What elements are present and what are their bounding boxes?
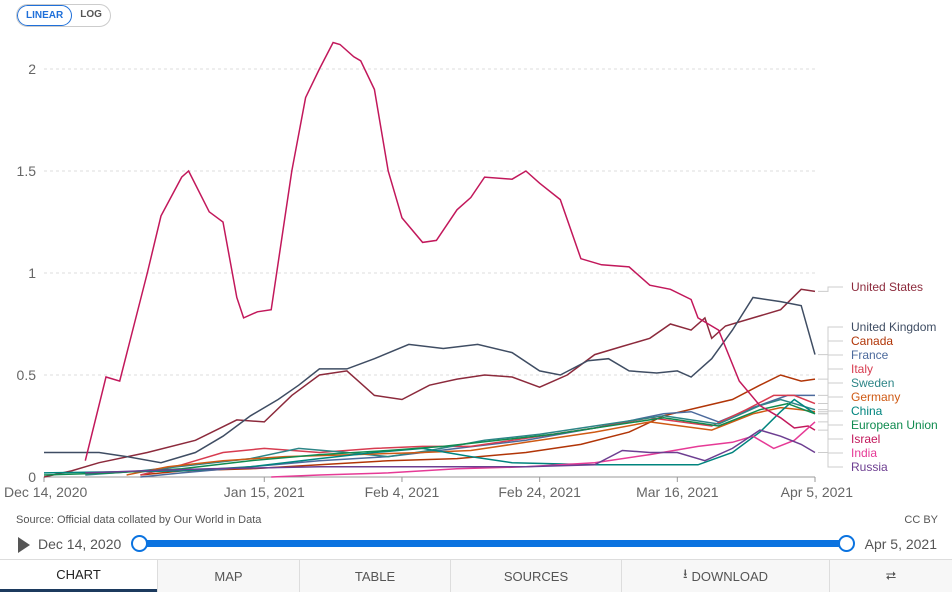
series-line-united-states bbox=[43, 288, 816, 478]
series-line-united-kingdom bbox=[44, 296, 816, 464]
series-line-china bbox=[43, 398, 816, 474]
timeline-start-label: Dec 14, 2020 bbox=[38, 536, 122, 552]
license-link[interactable]: CC BY bbox=[904, 514, 938, 526]
y-tick-label: 1.5 bbox=[17, 163, 37, 179]
timeline-end-label: Apr 5, 2021 bbox=[864, 536, 937, 552]
tab-table[interactable]: TABLE bbox=[299, 560, 450, 592]
line-chart: 0 0.5 1 1.5 2 Dec 14, 2020 Jan 15, 2021 Feb 4, … bbox=[4, 41, 938, 500]
legend-connector bbox=[818, 452, 843, 468]
play-icon[interactable] bbox=[18, 537, 30, 553]
timeline: Dec 14, 2020 Apr 5, 2021 bbox=[16, 534, 941, 554]
scale-toggle: LINEAR LOG bbox=[16, 4, 111, 27]
legend-label: European Union bbox=[851, 418, 938, 432]
share-icon: ⮂ bbox=[885, 568, 897, 583]
x-tick-label: Dec 14, 2020 bbox=[4, 484, 87, 500]
series-line-israel bbox=[84, 41, 816, 461]
legend-connector bbox=[818, 286, 843, 292]
timeline-start-handle[interactable] bbox=[131, 535, 148, 552]
series-line-european-union bbox=[43, 402, 816, 476]
tab-chart[interactable]: CHART bbox=[0, 560, 157, 592]
series-line-india bbox=[271, 421, 816, 478]
share-button[interactable]: ⮂ bbox=[829, 560, 952, 592]
legend-connector bbox=[818, 382, 843, 411]
x-tick-label: Jan 15, 2021 bbox=[224, 484, 305, 500]
x-tick-label: Feb 24, 2021 bbox=[498, 484, 581, 500]
legend-connector bbox=[818, 368, 843, 405]
legend-label: Sweden bbox=[851, 376, 894, 390]
tab-bar: CHART MAP TABLE SOURCES ⭳ DOWNLOAD ⮂ bbox=[0, 559, 952, 592]
x-tick-label: Mar 16, 2021 bbox=[636, 484, 719, 500]
tab-map[interactable]: MAP bbox=[157, 560, 299, 592]
legend-label: India bbox=[851, 446, 877, 460]
download-label: DOWNLOAD bbox=[691, 568, 769, 584]
legend-label: France bbox=[851, 348, 889, 362]
legend-label: Israel bbox=[851, 432, 880, 446]
timeline-end-handle[interactable] bbox=[838, 535, 855, 552]
legend-label: Germany bbox=[851, 390, 900, 404]
legend-connector bbox=[818, 429, 843, 440]
legend-connector bbox=[818, 354, 843, 396]
timeline-track[interactable] bbox=[140, 540, 846, 547]
y-tick-label: 0.5 bbox=[17, 367, 37, 383]
x-tick-label: Feb 4, 2021 bbox=[365, 484, 440, 500]
tab-download[interactable]: ⭳ DOWNLOAD bbox=[621, 560, 829, 592]
legend-connector bbox=[818, 396, 843, 413]
legend-label: Italy bbox=[851, 362, 873, 376]
legend-label: United Kingdom bbox=[851, 320, 936, 334]
series-line-france bbox=[140, 394, 815, 478]
legend-label: Russia bbox=[851, 460, 888, 474]
x-tick-label: Apr 5, 2021 bbox=[781, 484, 854, 500]
tab-sources[interactable]: SOURCES bbox=[450, 560, 621, 592]
series-line-germany bbox=[126, 406, 816, 476]
legend-label: Canada bbox=[851, 334, 893, 348]
legend-connector bbox=[818, 340, 843, 380]
series-line-russia bbox=[85, 429, 816, 474]
download-icon: ⭳ bbox=[682, 566, 688, 581]
legend-connector bbox=[818, 413, 843, 426]
series-line-italy bbox=[140, 394, 816, 476]
y-tick-label: 0 bbox=[28, 469, 36, 485]
legend-label: China bbox=[851, 404, 883, 418]
y-tick-label: 1 bbox=[28, 265, 36, 281]
source-note: Source: Official data collated by Our Wo… bbox=[16, 514, 262, 526]
linear-button[interactable]: LINEAR bbox=[17, 5, 73, 26]
legend-label: United States bbox=[851, 280, 923, 294]
y-tick-label: 2 bbox=[28, 61, 36, 77]
legend-connector bbox=[818, 421, 843, 454]
log-button[interactable]: LOG bbox=[80, 9, 102, 20]
